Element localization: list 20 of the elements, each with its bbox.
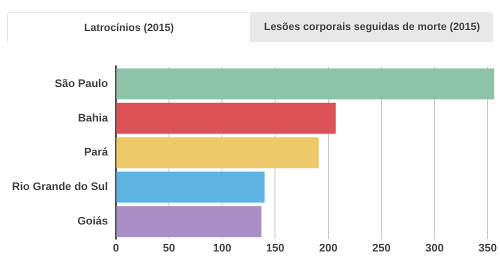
y-tick-label: Rio Grande do Sul [12, 181, 108, 194]
bar [116, 206, 262, 238]
bar [116, 172, 265, 203]
x-tick-label: 250 [372, 242, 391, 254]
x-tick-label: 300 [425, 242, 444, 254]
y-tick-label: Goiás [77, 216, 108, 228]
x-tick-label: 150 [266, 242, 284, 254]
chart-subtitle: Lesões corporais seguidas de morte (2015) [251, 12, 493, 42]
x-tick-label: 0 [112, 242, 120, 254]
x-tick-label: 50 [162, 242, 176, 254]
x-tick-label: 200 [319, 242, 338, 254]
chart-title: Latrocínios (2015) [7, 12, 251, 42]
y-tick-label: Pará [84, 146, 109, 159]
bar [116, 68, 494, 100]
x-tick-label: 100 [212, 242, 232, 254]
y-tick-label: São Paulo [54, 78, 108, 90]
bar [116, 102, 336, 134]
x-tick-label: 350 [478, 242, 497, 254]
y-tick-label: Bahia [78, 112, 109, 124]
bar [116, 137, 319, 168]
